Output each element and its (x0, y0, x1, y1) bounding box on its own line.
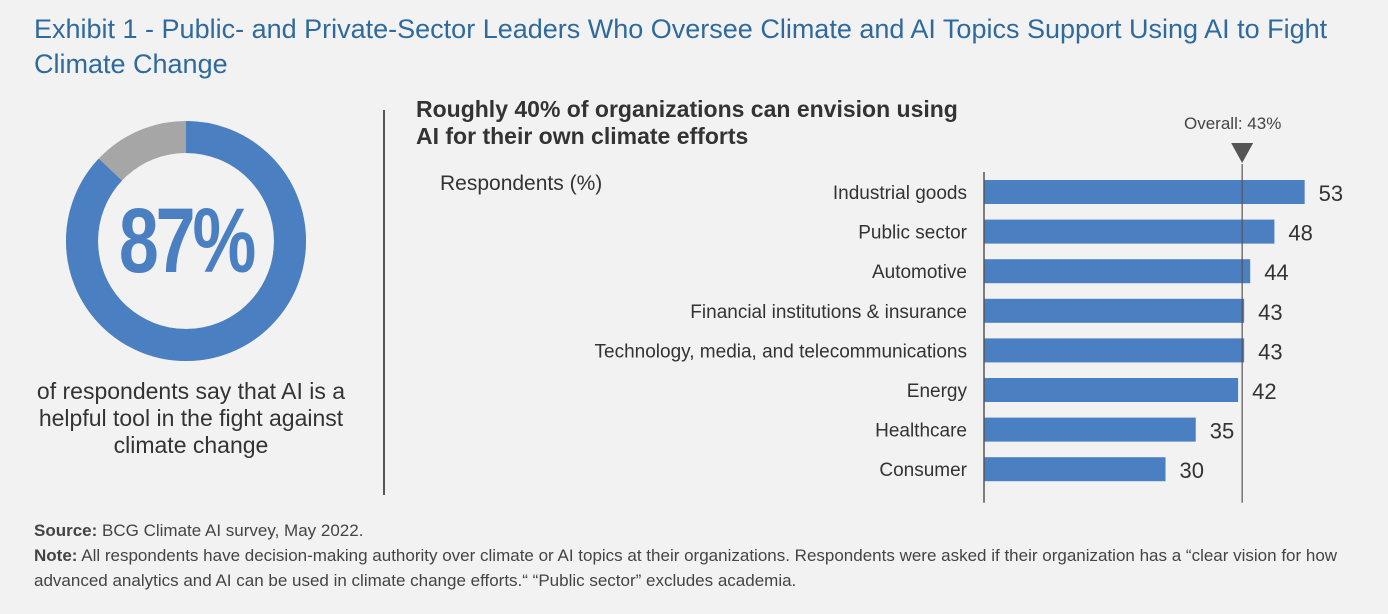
data-label: 30 (1180, 458, 1204, 483)
section-divider (383, 110, 385, 495)
bar (984, 180, 1305, 204)
note-text: All respondents have decision-making aut… (34, 546, 1338, 590)
donut-main-segment (66, 121, 306, 361)
footer: Source: BCG Climate AI survey, May 2022.… (34, 518, 1364, 593)
category-label: Public sector (858, 223, 967, 244)
category-label: Financial institutions & insurance (690, 302, 967, 323)
bar (984, 259, 1251, 284)
data-label: 42 (1252, 379, 1276, 404)
overall-marker-icon (1231, 143, 1254, 163)
source-label: Source: (34, 521, 98, 540)
bar (984, 378, 1239, 402)
bar (984, 417, 1196, 442)
respondents-label: Respondents (%) (440, 172, 603, 195)
category-label: Energy (907, 381, 968, 402)
category-label: Automotive (872, 262, 967, 283)
data-label: 43 (1258, 339, 1282, 364)
chart-subtitle: Roughly 40% of organizations can envisio… (416, 96, 958, 149)
data-label: 44 (1264, 260, 1288, 285)
source-line: Source: BCG Climate AI survey, May 2022. (34, 518, 1364, 543)
note-line: Note: All respondents have decision-maki… (34, 543, 1364, 593)
data-label: 48 (1288, 221, 1312, 246)
donut-ring (66, 121, 306, 361)
bar (984, 298, 1245, 323)
note-label: Note: (34, 546, 78, 565)
exhibit-title: Exhibit 1 - Public- and Private-Sector L… (34, 14, 1328, 79)
bar (984, 338, 1245, 363)
source-text: BCG Climate AI survey, May 2022. (102, 521, 364, 540)
bar (984, 219, 1275, 244)
category-label: Technology, media, and telecommunication… (595, 341, 967, 362)
category-label: Healthcare (875, 421, 967, 442)
category-label: Industrial goods (833, 183, 967, 204)
data-label: 53 (1319, 181, 1343, 206)
donut-value: 87% (118, 189, 256, 292)
data-label: 43 (1258, 300, 1282, 325)
donut-caption: of respondents say that AI is a helpful … (36, 378, 346, 458)
bar (984, 457, 1166, 482)
data-label: 35 (1210, 419, 1234, 444)
donut-chart: 87% (66, 121, 306, 361)
overall-label: Overall: 43% (1184, 114, 1282, 133)
category-label: Consumer (879, 460, 967, 481)
